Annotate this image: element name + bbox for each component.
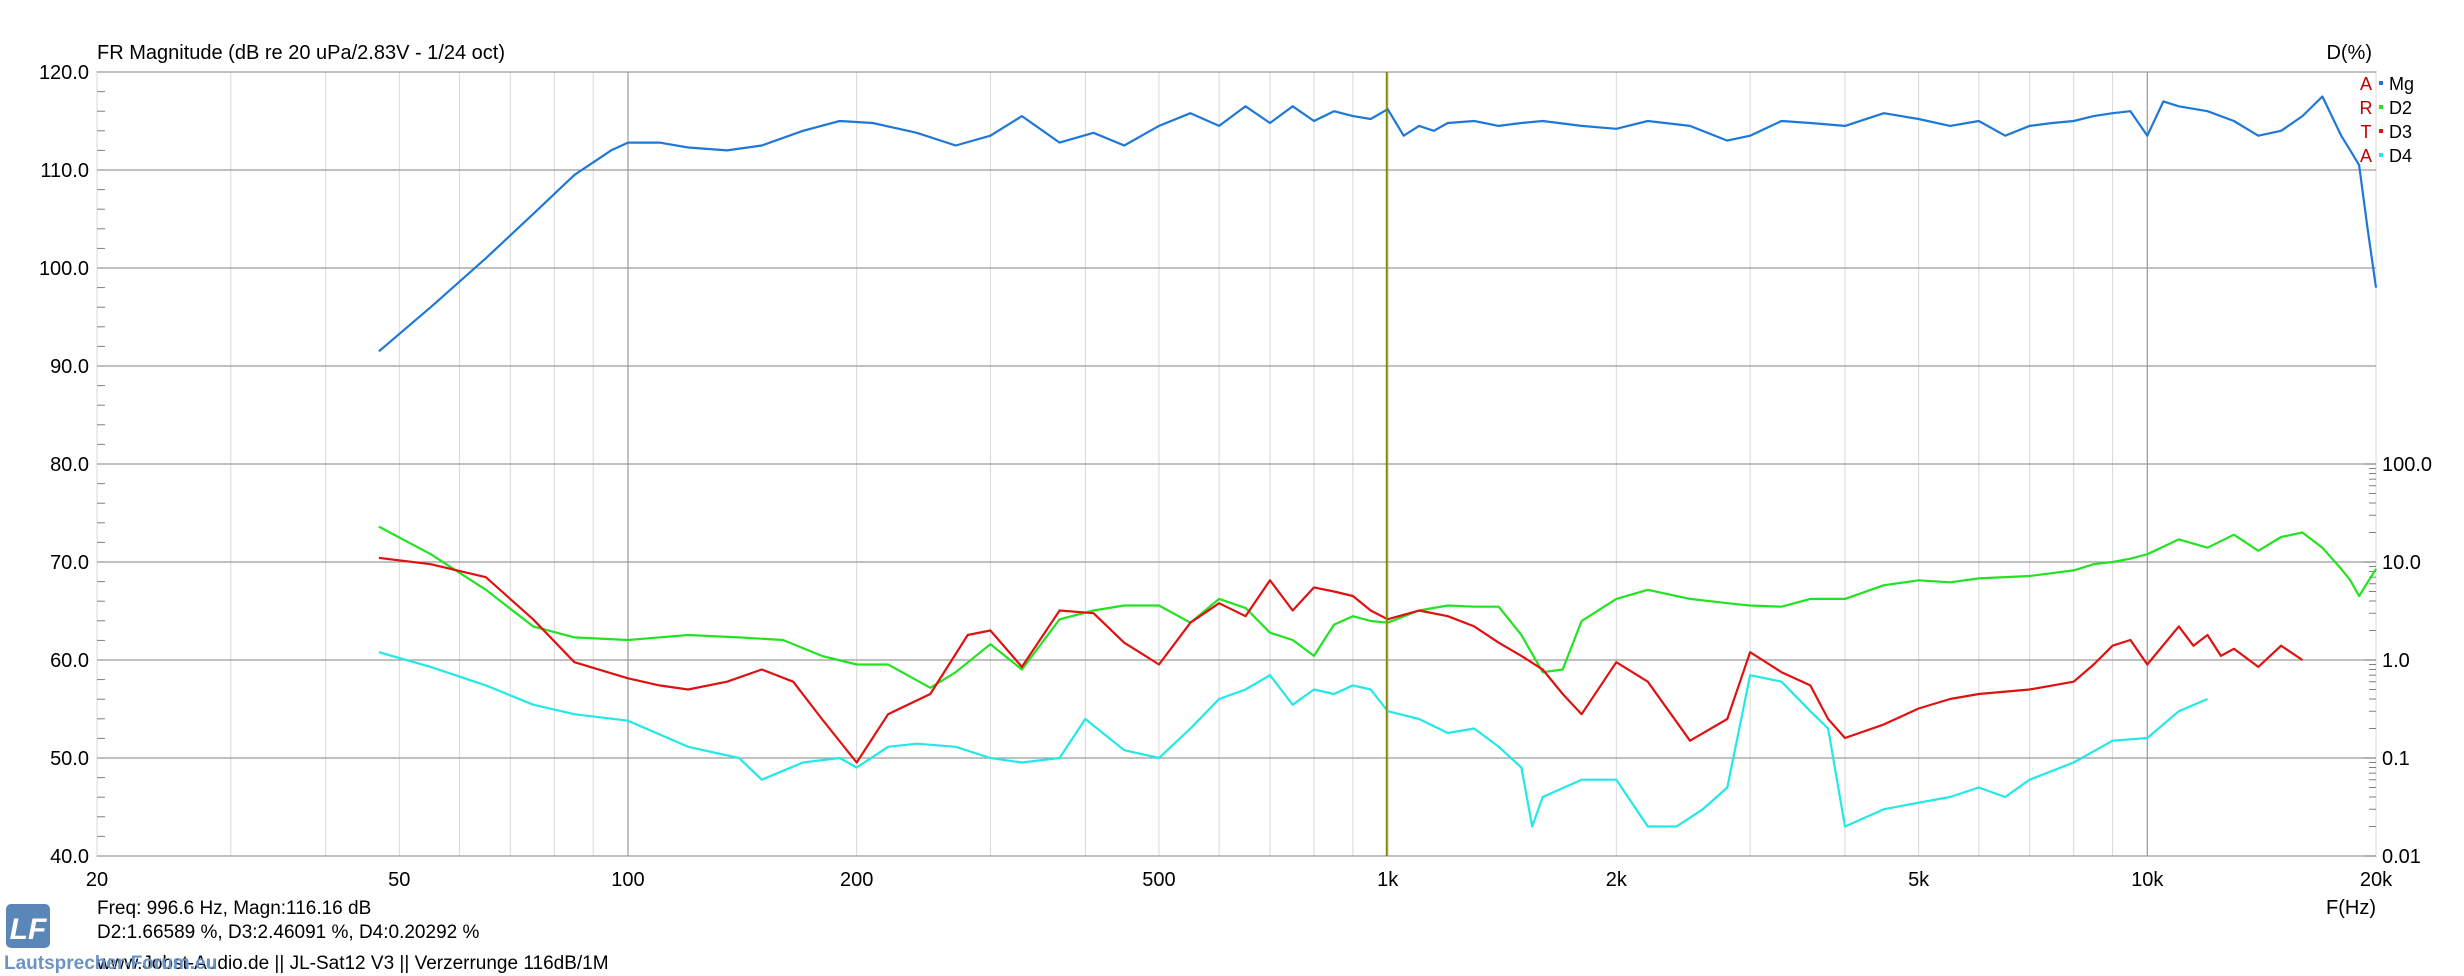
site-watermark: Lautsprecher-Forum.eu: [4, 953, 217, 974]
y-tick-label: 120.0: [39, 62, 89, 84]
x-tick-label: 20: [86, 869, 108, 891]
y-tick-label: 90.0: [50, 356, 89, 378]
legend-swatch-d2: [2379, 105, 2383, 109]
x-tick-label: 100: [611, 869, 644, 891]
x-tick-label: 5k: [1908, 869, 1930, 891]
footer-caption: www.Jobst-Audio.de || JL-Sat12 V3 || Ver…: [96, 953, 609, 974]
series-line-d2: [378, 525, 2377, 689]
right-axis-title: D(%): [2326, 42, 2372, 64]
svg-text:LF: LF: [10, 913, 47, 946]
x-tick-label: 1k: [1377, 869, 1399, 891]
arta-watermark: A R T A: [2360, 74, 2373, 166]
arta-letter-a2: A: [2360, 146, 2372, 166]
legend-label-d4: D4: [2389, 146, 2412, 166]
x-tick-label: 2k: [1606, 869, 1628, 891]
y-tick-label: 100.0: [39, 258, 89, 280]
series-line-d3: [378, 556, 2304, 764]
cursor-readout-line2: D2:1.66589 %, D3:2.46091 %, D4:0.20292 %: [97, 922, 479, 943]
legend: Mg D2 D3 D4: [2379, 74, 2414, 166]
y-tick-label: 80.0: [50, 454, 89, 476]
series-layer: [378, 95, 2378, 828]
x-tick-label: 50: [388, 869, 410, 891]
x-tick-label: 500: [1142, 869, 1175, 891]
x-tick-labels: 20 50 100 200 500 1k 2k 5k 10k 20k: [86, 869, 2393, 891]
y-tick-label: 70.0: [50, 552, 89, 574]
y2-tick-label: 100.0: [2382, 454, 2432, 476]
y-tick-label: 50.0: [50, 748, 89, 770]
y2-tick-label: 10.0: [2382, 552, 2421, 574]
y-tick-label: 60.0: [50, 650, 89, 672]
arta-letter-a1: A: [2360, 74, 2372, 94]
x-tick-label: 20k: [2360, 869, 2393, 891]
y2-minor-ticks: [2364, 463, 2376, 857]
grid-major: [97, 71, 2376, 857]
x-tick-label: 10k: [2131, 869, 2164, 891]
legend-swatch-mg: [2379, 81, 2383, 85]
legend-label-d3: D3: [2389, 122, 2412, 142]
y2-tick-label: 0.1: [2382, 748, 2410, 770]
series-line-mg: [378, 95, 2378, 353]
x-axis-unit: F(Hz): [2326, 897, 2376, 919]
lf-logo-icon: LF: [6, 904, 50, 948]
arta-letter-t: T: [2361, 122, 2372, 142]
y2-tick-label: 1.0: [2382, 650, 2410, 672]
x-tick-label: 200: [840, 869, 873, 891]
y-tick-labels: 40.0 50.0 60.0 70.0 80.0 90.0 100.0 110.0 120.0: [39, 62, 89, 868]
series-line-d4: [378, 651, 2208, 828]
legend-swatch-d3: [2379, 129, 2383, 133]
legend-swatch-d4: [2379, 153, 2383, 157]
arta-letter-r: R: [2360, 98, 2373, 118]
y-tick-label: 110.0: [40, 160, 89, 182]
y-tick-label: 40.0: [50, 846, 89, 868]
chart-title: FR Magnitude (dB re 20 uPa/2.83V - 1/24 …: [97, 42, 505, 64]
y2-tick-labels: 0.01 0.1 1.0 10.0 100.0: [2382, 454, 2432, 868]
cursor-readout-line1: Freq: 996.6 Hz, Magn:116.16 dB: [97, 898, 371, 919]
y2-tick-label: 0.01: [2382, 846, 2421, 868]
legend-label-d2: D2: [2389, 98, 2412, 118]
legend-label-mg: Mg: [2389, 74, 2414, 94]
